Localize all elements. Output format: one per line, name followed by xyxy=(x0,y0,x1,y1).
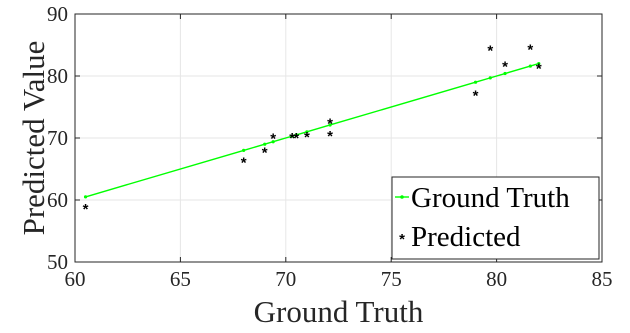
ground-truth-point xyxy=(328,123,332,127)
x-tick-label: 60 xyxy=(65,267,86,291)
x-tick-label: 75 xyxy=(381,267,402,291)
ground-truth-point xyxy=(290,134,294,138)
predicted-point: * xyxy=(502,58,508,75)
predicted-point: * xyxy=(262,145,268,162)
predicted-point: * xyxy=(293,130,299,147)
predicted-point: * xyxy=(270,130,276,147)
x-tick-label: 80 xyxy=(486,267,507,291)
y-tick-label: 50 xyxy=(47,250,68,274)
series-layer: **** ** ******** xyxy=(83,42,542,218)
ground-truth-point xyxy=(271,140,275,144)
legend-box xyxy=(391,176,600,260)
ground-truth-point xyxy=(488,76,492,80)
x-tick-label: 65 xyxy=(170,267,191,291)
x-tick-label: 85 xyxy=(592,267,613,291)
x-tick-label: 70 xyxy=(275,267,296,291)
legend-ground-truth-marker xyxy=(400,195,404,199)
x-axis-title: Ground Truth xyxy=(254,294,424,329)
predicted-point: * xyxy=(473,88,479,105)
predicted-point: * xyxy=(289,130,295,147)
legend-predicted-marker: * xyxy=(399,231,405,248)
ground-truth-point xyxy=(537,62,541,66)
y-tick-label: 70 xyxy=(47,126,68,150)
plot-frame xyxy=(74,13,603,263)
ground-truth-point xyxy=(83,195,88,199)
ground-truth-point xyxy=(263,142,267,146)
predicted-point: * xyxy=(327,116,333,133)
predicted-point: * xyxy=(527,42,533,59)
ground-truth-point xyxy=(242,148,246,152)
predicted-point: * xyxy=(304,129,310,146)
predicted-point: * xyxy=(536,60,542,77)
legend-label-ground-truth: Ground Truth xyxy=(411,182,570,214)
ground-truth-point xyxy=(473,80,478,84)
ground-truth-point xyxy=(503,71,507,76)
ground-truth-point xyxy=(294,133,298,137)
y-tick-label: 80 xyxy=(47,64,68,88)
y-tick-label: 90 xyxy=(47,2,68,26)
predicted-point: * xyxy=(241,155,247,172)
y-tick-label: 60 xyxy=(47,188,68,212)
predicted-point: * xyxy=(487,42,493,59)
y-axis-title: Predicted Value xyxy=(16,41,51,236)
legend: Ground Truth * Predicted xyxy=(391,176,600,260)
predicted-point: * xyxy=(327,128,333,145)
legend-label-predicted: Predicted xyxy=(411,221,521,253)
predicted-point: * xyxy=(83,201,89,218)
ground-truth-point xyxy=(305,130,309,134)
ground-truth-point xyxy=(528,64,532,68)
